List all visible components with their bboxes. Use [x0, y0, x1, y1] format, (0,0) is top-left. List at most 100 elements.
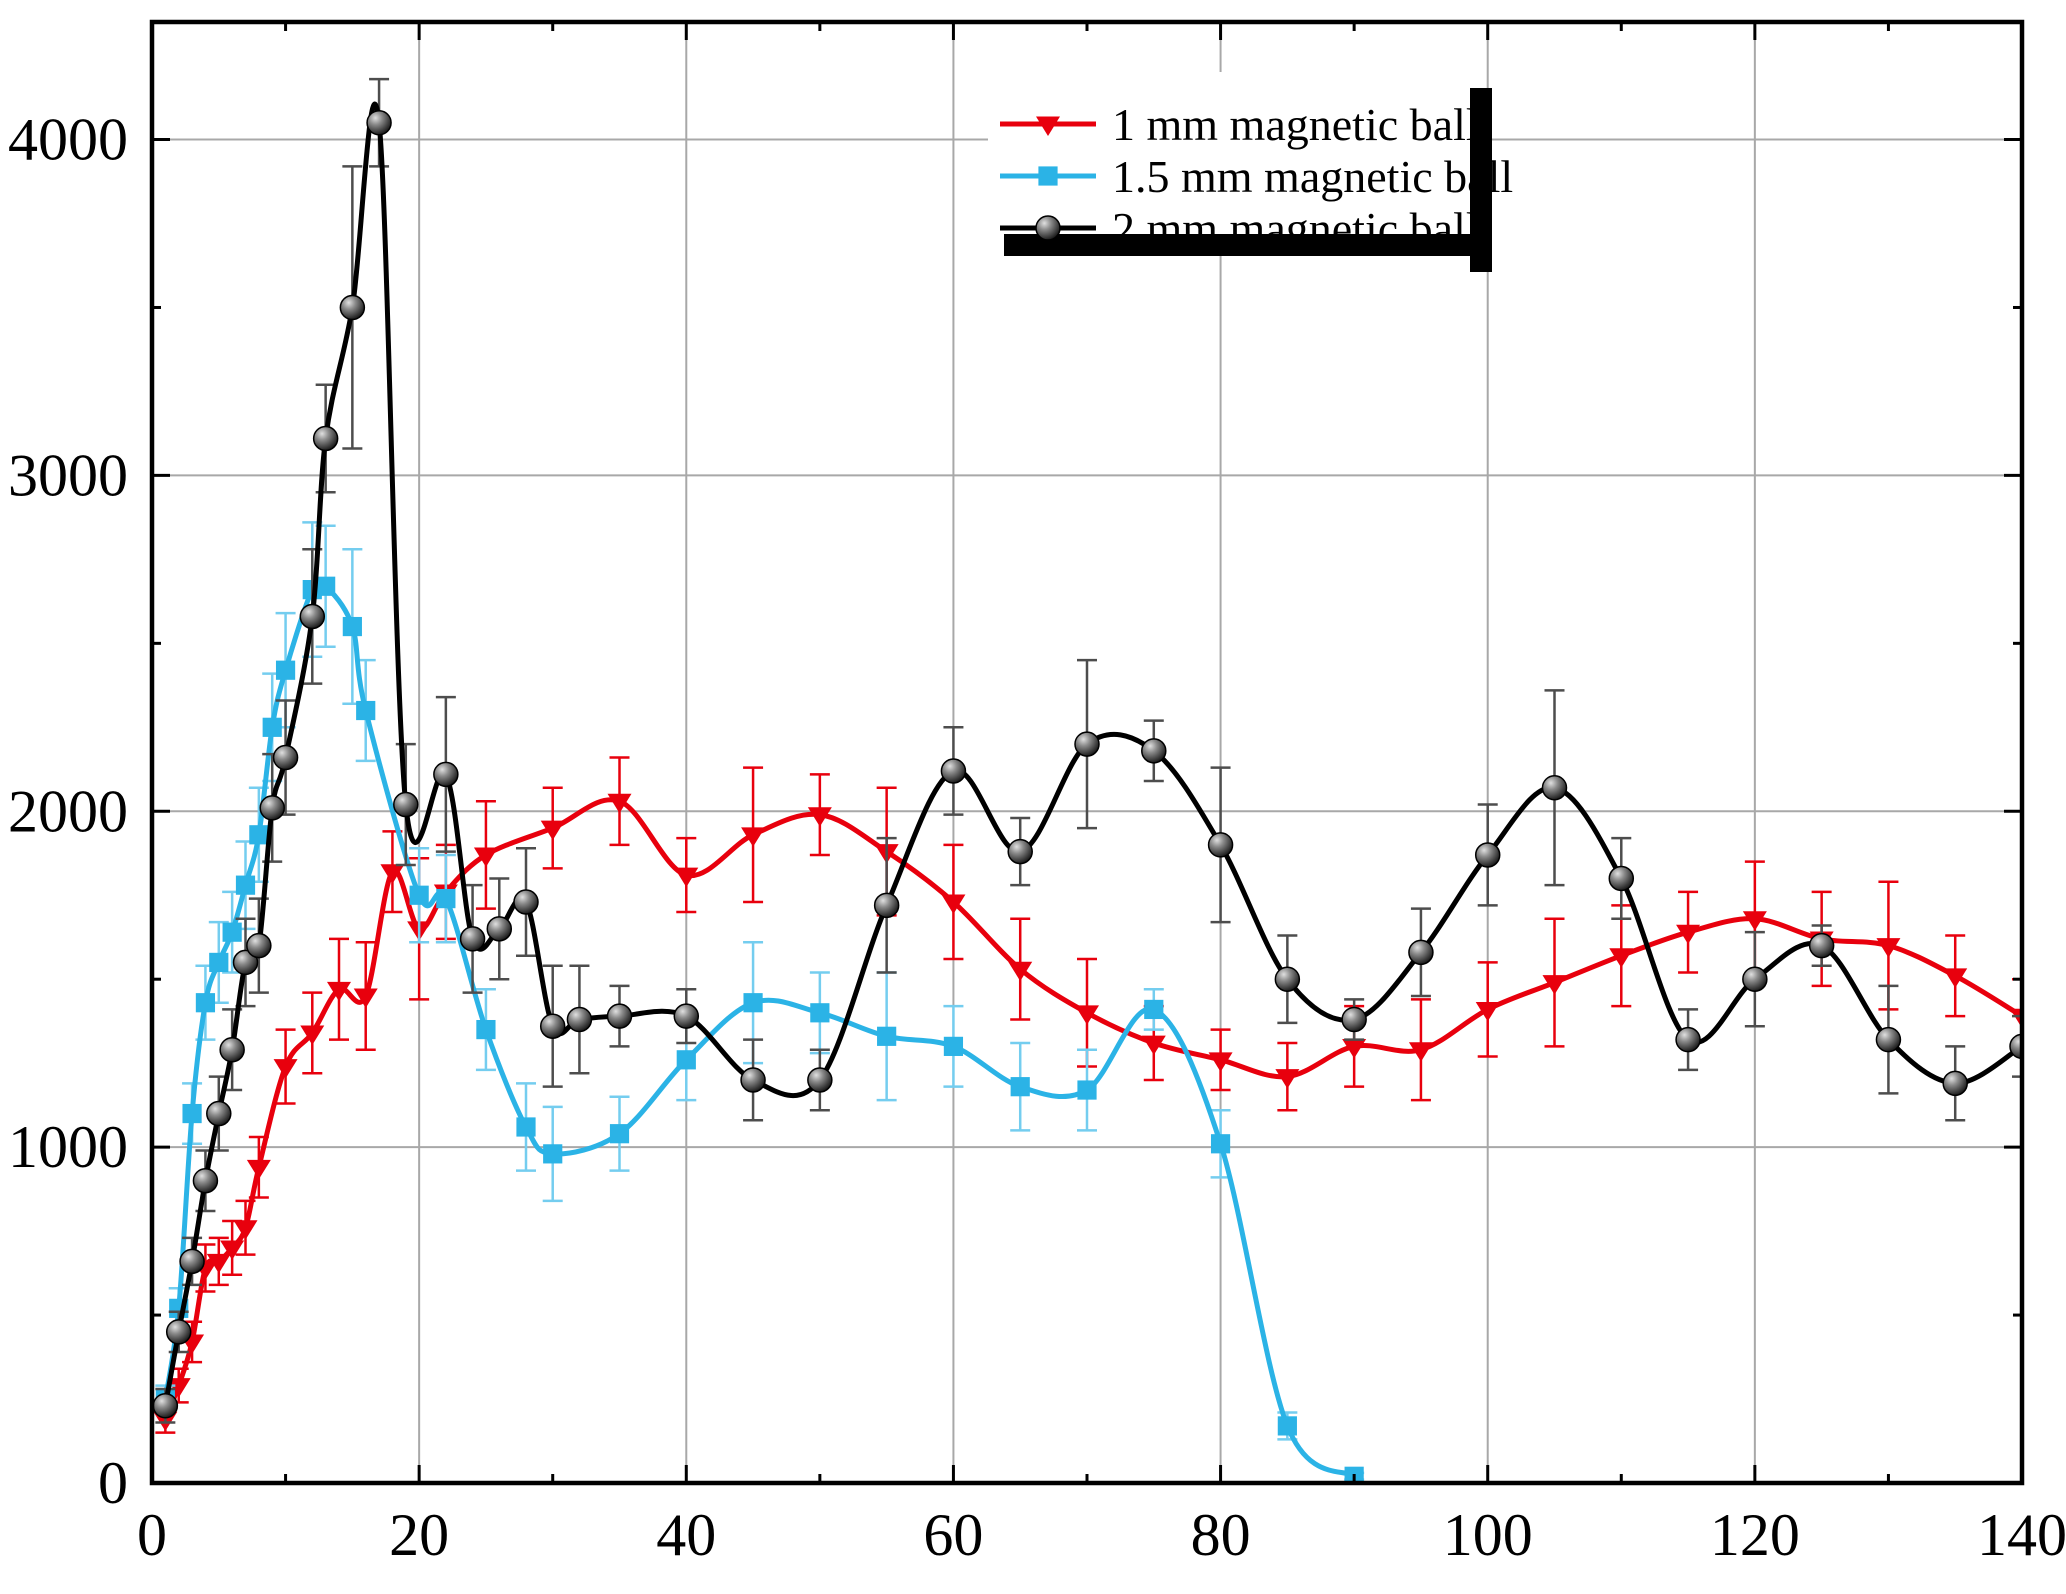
legend-shadow-right	[1470, 88, 1492, 272]
triangle-down-marker	[206, 1253, 231, 1274]
ball-marker	[206, 1100, 232, 1127]
triangle-down-marker	[380, 864, 405, 884]
ball-marker	[1742, 966, 1768, 992]
triangle-down-marker	[1676, 924, 1701, 945]
ball-marker	[152, 1393, 179, 1419]
triangle-down-marker	[1408, 1042, 1433, 1062]
triangle-down-marker	[1742, 911, 1767, 931]
ball-marker	[246, 932, 272, 959]
square-marker	[476, 1019, 496, 1040]
ball-marker	[259, 795, 285, 821]
triangle-down-marker	[327, 981, 351, 1002]
series-line	[162, 577, 1357, 1479]
ball-marker	[339, 294, 366, 321]
y-tick-label: 3000	[8, 442, 128, 508]
square-marker	[516, 1117, 536, 1137]
ball-marker	[940, 758, 967, 784]
series-1-5-mm-magnetic-ball	[155, 521, 1365, 1483]
legend-label: 1 mm magnetic ball	[1112, 99, 1479, 150]
ball-marker	[807, 1067, 833, 1093]
ball-marker	[1408, 939, 1434, 966]
axes	[149, 19, 2025, 1486]
square-marker	[810, 1003, 830, 1023]
ball-marker	[179, 1248, 205, 1275]
square-marker	[609, 1124, 630, 1144]
gridlines	[152, 22, 2022, 1483]
series-2-mm-magnetic-ball	[152, 77, 2022, 1424]
legend-entry-1-5-mm-magnetic-ball: 1.5 mm magnetic ball	[1000, 151, 1513, 202]
triangle-down-marker	[540, 820, 565, 841]
triangle-down-marker	[1036, 116, 1060, 136]
ball-marker	[873, 892, 900, 919]
ball-marker	[219, 1036, 245, 1063]
triangle-down-marker	[1075, 1005, 1099, 1025]
tick-labels: 0 20 40 60 80 100 120 140 0 1000 2000 3000 4000	[8, 107, 2066, 1568]
x-tick-label: 60	[923, 1502, 983, 1568]
triangle-down-marker	[674, 867, 699, 888]
x-tick-label: 40	[656, 1502, 716, 1568]
square-marker	[262, 717, 282, 737]
ball-marker	[2009, 1033, 2022, 1060]
square-marker	[943, 1036, 964, 1056]
square-marker	[676, 1050, 696, 1070]
ball-marker	[1942, 1070, 1968, 1097]
ball-marker	[1474, 842, 1501, 868]
square-marker	[275, 660, 296, 680]
series-markers	[155, 576, 1364, 1483]
triangle-down-marker	[166, 1378, 191, 1398]
triangle-down-marker	[1943, 968, 1968, 988]
triangle-down-marker	[300, 1025, 325, 1045]
ball-marker	[673, 1003, 700, 1029]
triangle-down-marker	[473, 847, 498, 867]
triangle-down-marker	[741, 827, 766, 847]
triangle-down-marker	[220, 1240, 245, 1260]
triangle-down-marker	[607, 793, 632, 814]
ball-marker	[1007, 838, 1033, 865]
ball-marker	[1274, 966, 1301, 992]
ball-marker	[1207, 832, 1234, 858]
triangle-down-marker	[246, 1159, 271, 1180]
ball-marker	[740, 1067, 766, 1093]
ball-marker	[366, 110, 392, 136]
square-marker	[356, 700, 376, 721]
triangle-down-marker	[1275, 1069, 1300, 1089]
square-marker	[1277, 1416, 1297, 1436]
x-tick-label: 20	[389, 1502, 449, 1568]
square-marker	[743, 993, 763, 1013]
y-tick-label: 0	[98, 1450, 128, 1516]
ball-marker	[1608, 865, 1635, 892]
x-tick-label: 120	[1710, 1502, 1800, 1568]
series-markers	[153, 793, 2022, 1432]
ball-marker	[1074, 731, 1100, 757]
ball-marker	[539, 1013, 566, 1039]
ball-marker	[312, 425, 339, 452]
triangle-down-marker	[1609, 948, 1634, 968]
triangle-down-marker	[273, 1059, 298, 1079]
y-tick-label: 4000	[8, 107, 128, 173]
ball-marker	[459, 926, 486, 952]
square-marker	[222, 922, 242, 942]
x-tick-label: 100	[1443, 1502, 1533, 1568]
square-marker	[195, 993, 216, 1013]
square-marker	[877, 1026, 897, 1046]
legend-entry-1-mm-magnetic-ball: 1 mm magnetic ball	[1000, 99, 1479, 150]
square-marker	[1210, 1134, 1231, 1154]
triangle-down-marker	[233, 1220, 258, 1240]
error-bars	[155, 756, 2022, 1434]
square-marker	[209, 952, 229, 973]
square-marker	[1144, 999, 1164, 1020]
x-tick-label: 80	[1191, 1502, 1251, 1568]
triangle-down-marker	[353, 988, 378, 1008]
ball-marker	[192, 1167, 219, 1194]
ball-marker	[606, 1003, 633, 1029]
legend-entry-2-mm-magnetic-ball: 2 mm magnetic ball	[1000, 203, 1479, 254]
legend-shadow-bottom	[1004, 234, 1492, 256]
triangle-down-marker	[941, 894, 966, 914]
triangle-down-marker	[2010, 1008, 2022, 1029]
square-marker	[409, 885, 429, 905]
ball-marker	[566, 1006, 593, 1033]
square-marker	[342, 616, 362, 637]
